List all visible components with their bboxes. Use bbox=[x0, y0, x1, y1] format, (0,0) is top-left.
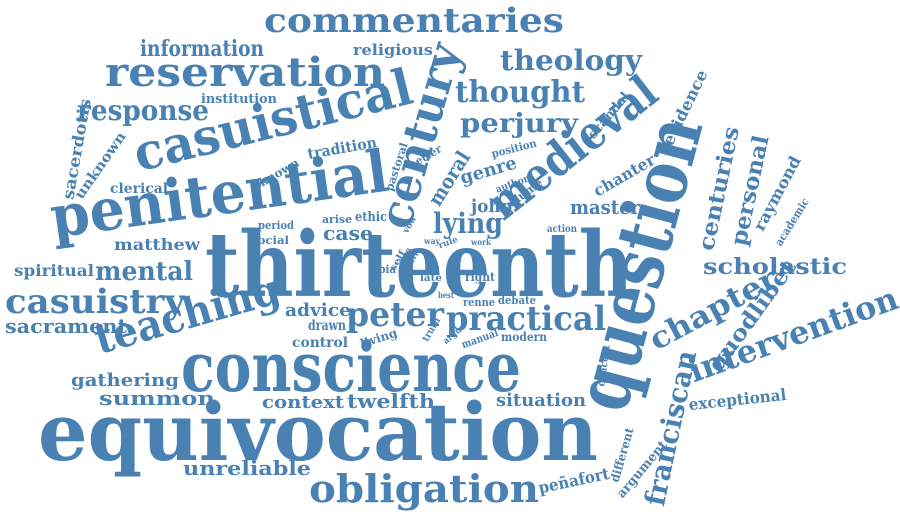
word-religious: religious bbox=[353, 41, 433, 59]
word-practical: practical bbox=[446, 299, 606, 339]
word-best: best bbox=[438, 290, 454, 300]
word-period: period bbox=[258, 219, 294, 232]
word-master: master bbox=[570, 195, 640, 219]
word-commentaries: commentaries bbox=[264, 1, 564, 41]
word-mental: mental bbox=[95, 257, 193, 287]
word-thought: thought bbox=[455, 75, 585, 110]
word-advice: advice bbox=[285, 300, 351, 321]
word-reservation: reservation bbox=[105, 49, 385, 96]
word-perjury: perjury bbox=[460, 109, 579, 139]
word-case: case bbox=[323, 221, 373, 245]
word-institution: institution bbox=[201, 92, 278, 107]
word-labia: labia bbox=[368, 263, 396, 276]
word-late: late bbox=[420, 273, 442, 284]
word-drawn: drawn bbox=[308, 318, 346, 334]
word-lying: lying bbox=[433, 207, 503, 240]
word-peter: peter bbox=[346, 295, 445, 335]
word-action: action bbox=[547, 224, 578, 235]
word-clerical: clerical bbox=[110, 181, 168, 197]
word-context: context bbox=[262, 392, 345, 413]
word-debate: debate bbox=[498, 294, 536, 307]
word-renne: renne bbox=[463, 296, 495, 309]
word-sacrament: sacrament bbox=[5, 314, 128, 338]
word-way: way bbox=[423, 236, 440, 246]
word-equivocation: equivocation bbox=[38, 385, 598, 479]
word-theology: theology bbox=[500, 44, 643, 77]
word-twelfth: twelfth bbox=[347, 389, 435, 413]
word-right: right bbox=[465, 270, 495, 284]
word-john: john bbox=[469, 196, 513, 217]
word-casuistry: casuistry bbox=[5, 282, 186, 322]
word-situation: situation bbox=[496, 390, 586, 411]
word-control: control bbox=[292, 335, 348, 351]
word-information: information bbox=[140, 36, 264, 62]
word-scholastic: scholastic bbox=[703, 254, 847, 280]
word-modern: modern bbox=[501, 330, 547, 344]
word-ethic: ethic bbox=[355, 210, 387, 225]
word-obligation: obligation bbox=[309, 466, 539, 511]
word-social: social bbox=[251, 234, 289, 247]
word-exceptional: exceptional bbox=[688, 385, 787, 414]
word-summon: summon bbox=[99, 386, 216, 410]
word-arise: arise bbox=[322, 213, 352, 226]
word-matthew: matthew bbox=[114, 235, 201, 254]
word-spiritual: spiritual bbox=[14, 261, 94, 280]
word-conscience: conscience bbox=[181, 328, 521, 408]
word-work: work bbox=[470, 237, 491, 247]
word-gathering: gathering bbox=[71, 370, 179, 391]
word-unreliable: unreliable bbox=[183, 456, 311, 480]
word-response: response bbox=[77, 94, 209, 127]
word-thirteenth: thirteenth bbox=[205, 212, 633, 318]
